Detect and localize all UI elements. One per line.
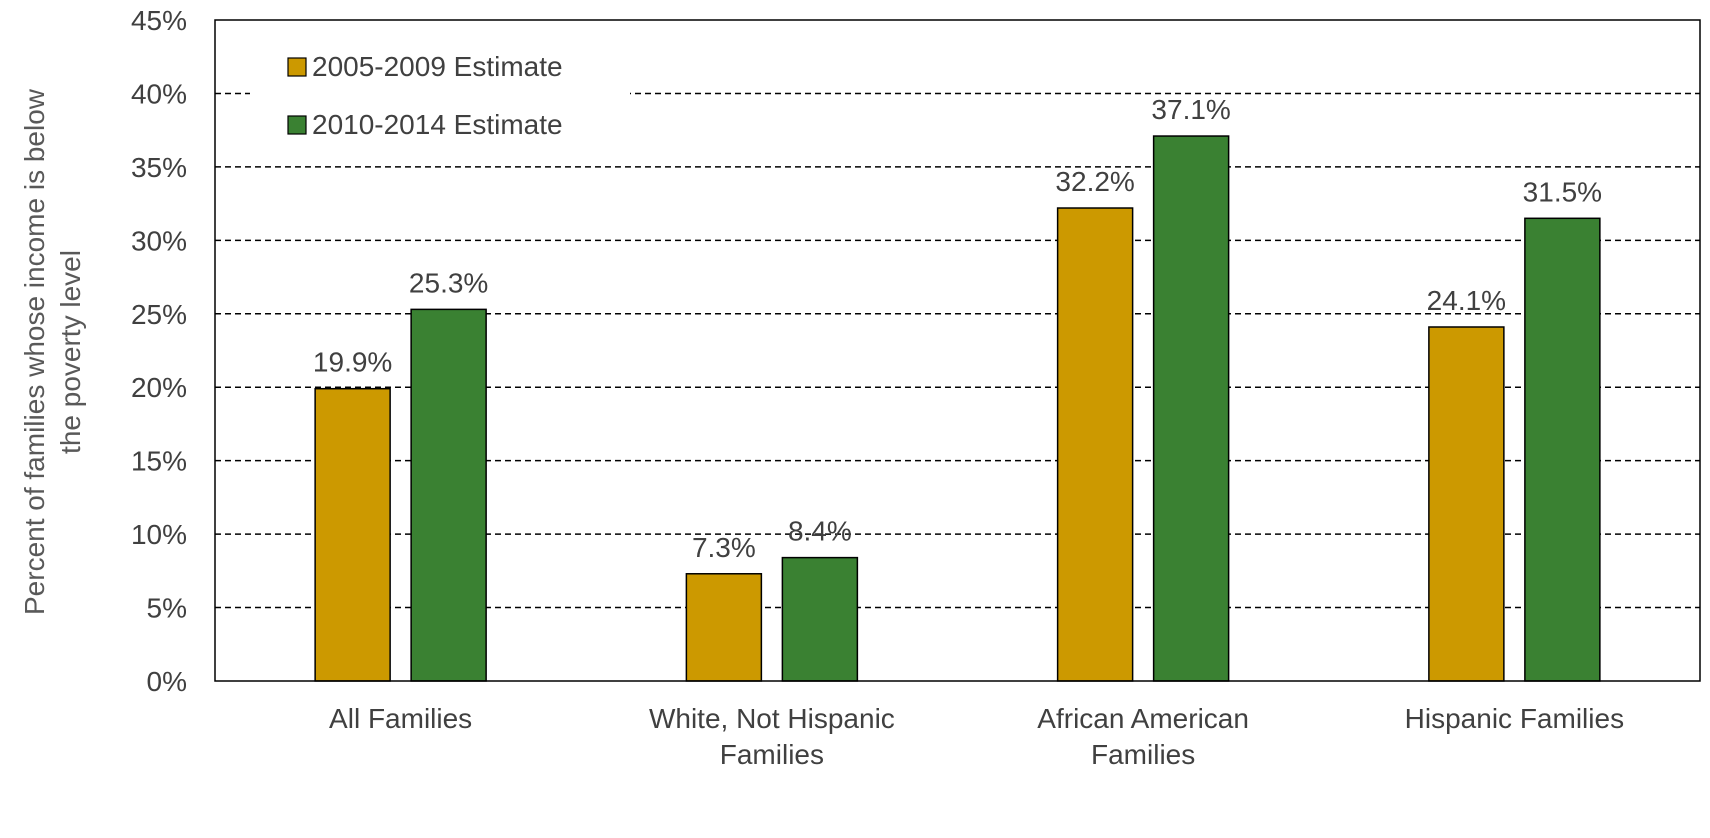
y-tick-label: 15% [131,446,187,477]
x-category-label: African American [1037,703,1249,734]
y-tick-label: 30% [131,225,187,256]
legend-swatch [287,115,307,135]
y-tick-label: 10% [131,519,187,550]
bar [314,387,391,682]
data-label: 7.3% [692,532,756,563]
legend-label: 2005-2009 Estimate [312,51,563,82]
x-category-label: Families [1091,739,1195,770]
bar [781,556,859,682]
bar [685,573,763,682]
bar [1524,217,1601,682]
x-category-labels: All Families White, Not Hispanic Families A… [329,703,1624,770]
y-tick-labels: 0% 5% 10% 15% 20% 25% 30% 35% 40% 45% [131,5,187,697]
bar [1428,326,1505,682]
plot-border [214,19,1701,682]
axes [214,19,1701,682]
legend-label: 2010-2014 Estimate [312,109,563,140]
data-label: 8.4% [788,516,852,547]
data-label: 24.1% [1427,285,1506,316]
x-category-label: White, Not Hispanic [649,703,895,734]
x-category-label: All Families [329,703,472,734]
bars [314,135,1601,682]
bar [1056,207,1134,682]
y-axis-title-line: the poverty level [55,250,86,454]
y-axis-title-line: Percent of families whose income is belo… [19,88,50,615]
data-label: 32.2% [1055,166,1134,197]
data-label: 37.1% [1151,94,1230,125]
x-category-label: Families [720,739,824,770]
legend-background [250,44,630,154]
y-tick-label: 35% [131,152,187,183]
data-label: 19.9% [313,347,392,378]
legend: 2005-2009 Estimate 2010-2014 Estimate [250,44,630,154]
y-tick-label: 0% [147,666,187,697]
legend-swatch [287,57,307,77]
y-tick-label: 45% [131,5,187,36]
data-label: 25.3% [409,267,488,298]
bar [1152,135,1230,682]
bar [410,308,487,682]
data-label: 31.5% [1523,176,1602,207]
y-axis-title: Percent of families whose income is belo… [19,88,86,615]
y-tick-label: 40% [131,78,187,109]
y-tick-label: 25% [131,299,187,330]
y-tick-label: 5% [147,593,187,624]
data-labels: 19.9% 25.3% 7.3% 8.4% 32.2% 37.1% 24.1% 31.5% [313,94,1602,563]
gridlines [215,92,1700,609]
x-category-label: Hispanic Families [1405,703,1624,734]
y-tick-label: 20% [131,372,187,403]
